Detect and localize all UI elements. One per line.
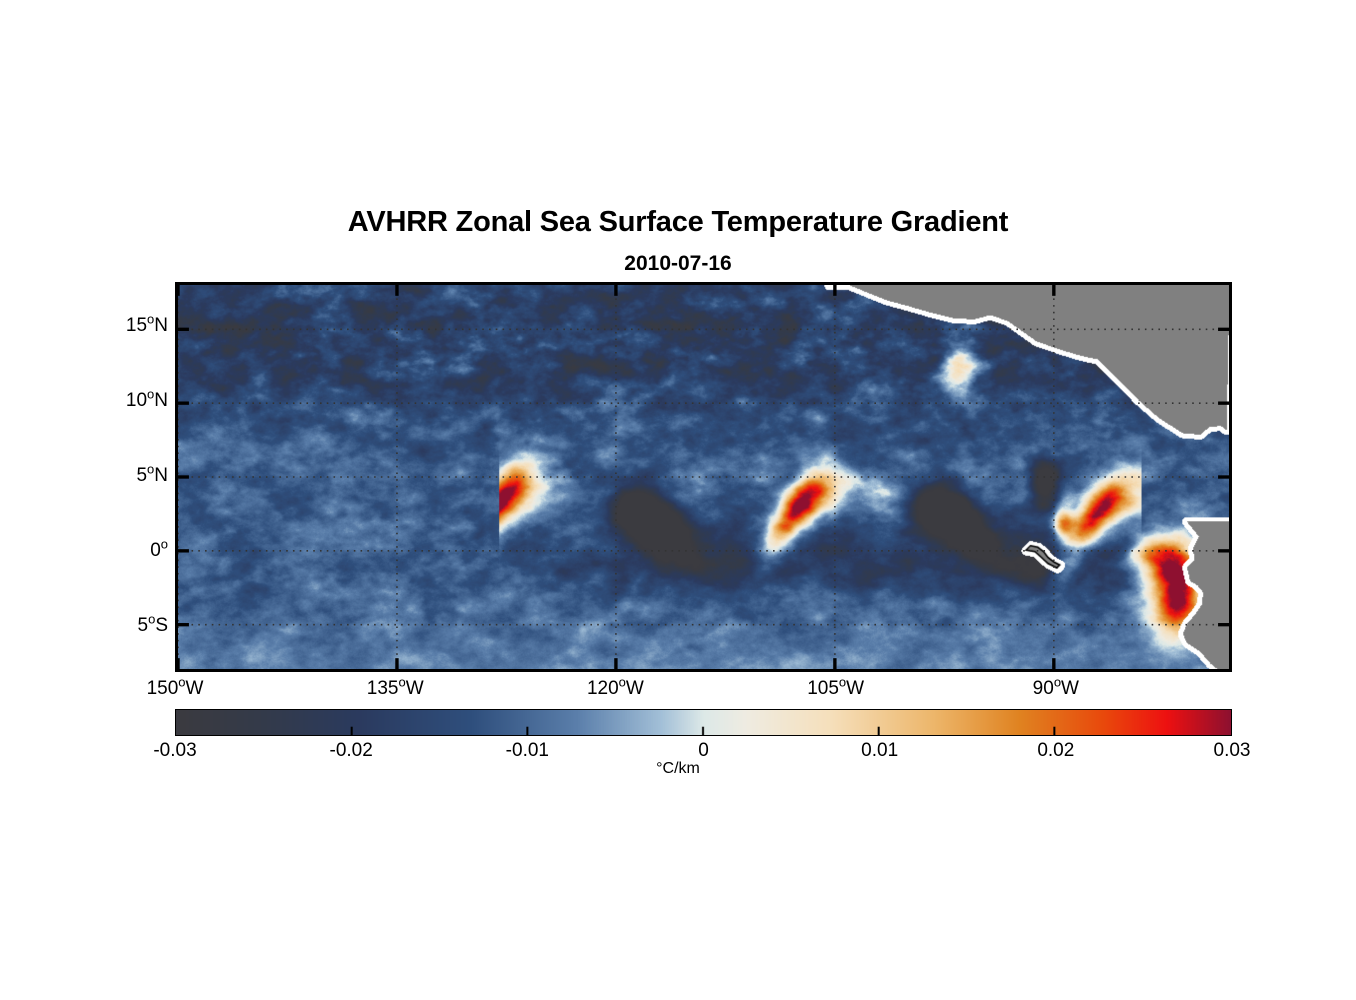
x-tick-label: 135oW xyxy=(366,674,424,699)
colorbar-gradient xyxy=(175,709,1232,736)
y-tick-label: 0o xyxy=(150,536,168,561)
y-tick-label: 10oN xyxy=(125,386,168,411)
y-tick-label: 15oN xyxy=(125,311,168,336)
x-tick-label: 90oW xyxy=(1032,674,1079,699)
colorbar-tick-label: -0.03 xyxy=(153,740,197,761)
page-title: AVHRR Zonal Sea Surface Temperature Grad… xyxy=(347,206,1009,238)
figure-subtitle-date: 2010-07-16 xyxy=(624,252,732,275)
x-tick-label: 150oW xyxy=(146,674,204,699)
sst-gradient-heatmap xyxy=(178,285,1229,669)
map-plot-area[interactable] xyxy=(175,282,1232,672)
y-tick-label: 5oS xyxy=(137,611,169,636)
colorbar-tick-label: 0.01 xyxy=(861,740,899,761)
colorbar-tick-label: 0 xyxy=(698,740,709,761)
colorbar-tick-label: 0.02 xyxy=(1037,740,1075,761)
x-tick-label: 120oW xyxy=(586,674,644,699)
colorbar-unit-label: °C/km xyxy=(656,760,700,777)
y-tick-label: 5oN xyxy=(136,461,168,486)
x-tick-label: 105oW xyxy=(807,674,865,699)
colorbar-tick-label: -0.02 xyxy=(329,740,373,761)
colorbar-tick-label: 0.03 xyxy=(1213,740,1251,761)
colorbar[interactable] xyxy=(175,709,1232,736)
colorbar-tick-label: -0.01 xyxy=(505,740,549,761)
